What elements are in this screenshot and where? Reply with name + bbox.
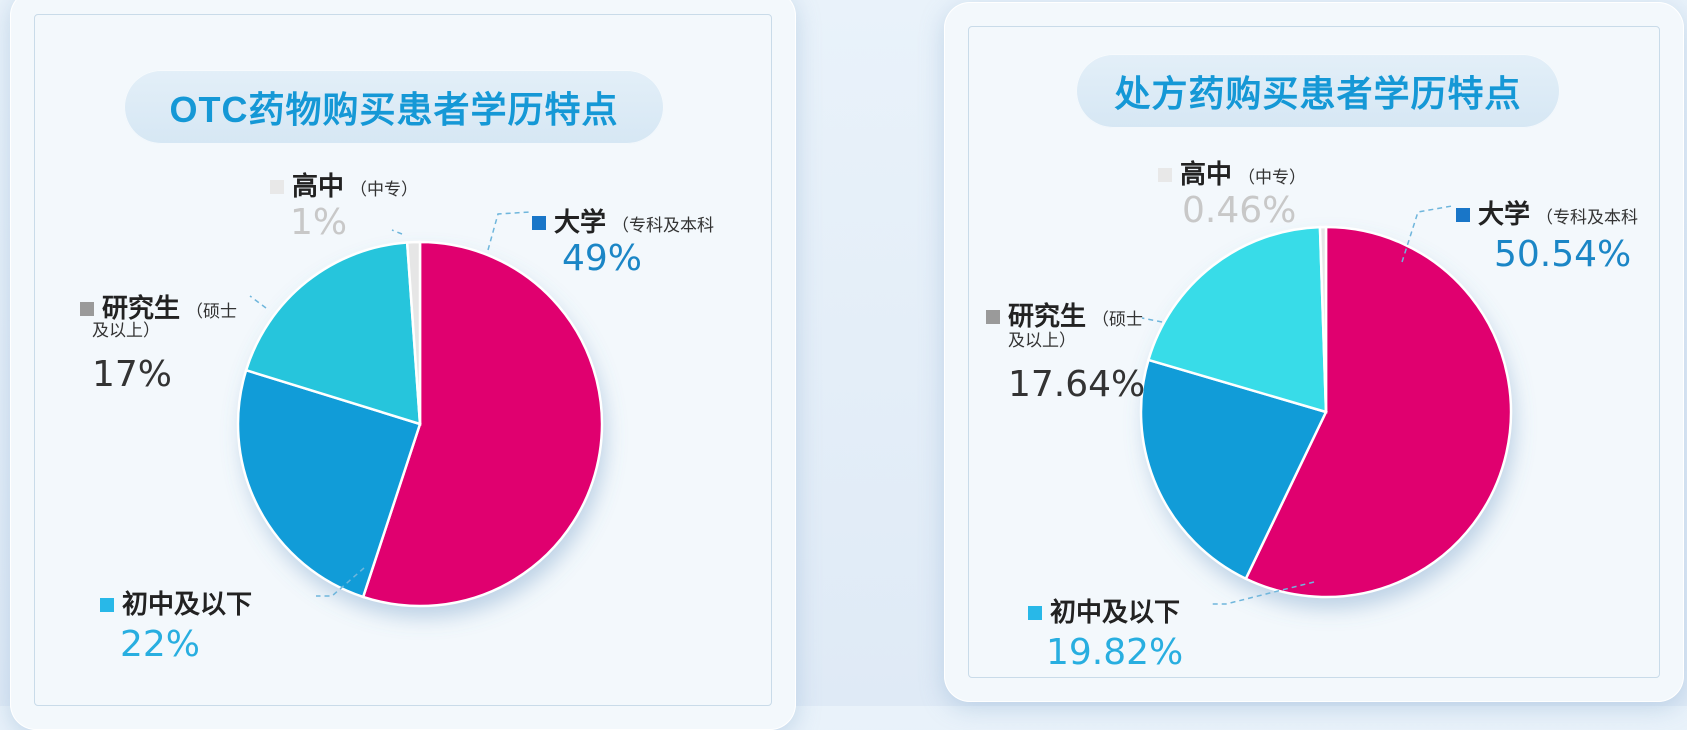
- label-university: 大学 （专科及本科: [532, 202, 714, 239]
- pct-high-school: 0.46%: [1182, 190, 1297, 231]
- pct-university: 50.54%: [1494, 234, 1632, 275]
- pie-slice-high-school: [405, 240, 422, 425]
- legend-swatch-high-school: [1158, 168, 1172, 182]
- pct-graduate: 17.64%: [1008, 364, 1146, 405]
- legend-swatch-university: [532, 216, 546, 230]
- legend-swatch-university: [1456, 208, 1470, 222]
- pct-junior: 19.82%: [1046, 632, 1184, 673]
- pct-university: 49%: [562, 238, 643, 279]
- label-junior: 初中及以下: [1028, 592, 1180, 629]
- pie-slice-university: [1244, 225, 1513, 599]
- legend-swatch-junior: [1028, 606, 1042, 620]
- label-graduate-sub2: 及以上）: [1008, 331, 1076, 350]
- pie-slice-high-school: [1318, 225, 1328, 413]
- label-high-school: 高中 （中专）: [270, 166, 418, 203]
- label-junior: 初中及以下: [100, 584, 252, 621]
- legend-swatch-junior: [100, 598, 114, 612]
- legend-swatch-graduate: [80, 302, 94, 316]
- pie-slice-junior: [1139, 358, 1328, 581]
- leader-line: [1141, 317, 1163, 323]
- label-high-school: 高中 （中专）: [1158, 154, 1306, 191]
- legend-swatch-high-school: [270, 180, 284, 194]
- leader-line: [1401, 205, 1453, 263]
- pct-graduate: 17%: [92, 354, 173, 395]
- card-border: [968, 26, 1660, 678]
- leader-line: [249, 295, 267, 309]
- pie-slice-university: [361, 240, 604, 608]
- label-graduate: 研究生 （硕士: [986, 296, 1143, 333]
- pie-slice-junior: [236, 368, 422, 599]
- pct-high-school: 1%: [290, 202, 348, 243]
- chart-title: 处方药购买患者学历特点: [1076, 54, 1560, 128]
- pie-charts: [236, 205, 1515, 618]
- label-university: 大学 （专科及本科: [1456, 194, 1638, 231]
- leader-line: [391, 229, 403, 235]
- label-graduate: 研究生 （硕士: [80, 288, 237, 325]
- legend-swatch-graduate: [986, 310, 1000, 324]
- chart-title: OTC药物购买患者学历特点: [124, 70, 664, 144]
- label-graduate-sub2: 及以上）: [92, 321, 160, 340]
- leader-line: [487, 211, 531, 251]
- leader-line: [1212, 581, 1315, 605]
- pie-slice-graduate: [1146, 225, 1328, 414]
- pie-slice-graduate: [244, 241, 422, 426]
- pct-junior: 22%: [120, 624, 201, 665]
